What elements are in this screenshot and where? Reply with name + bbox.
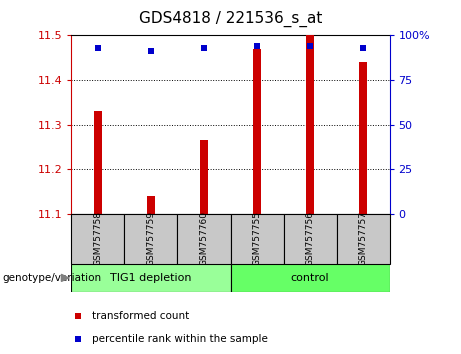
Text: transformed count: transformed count [92, 311, 189, 321]
Bar [147, 196, 155, 214]
Text: GSM757760: GSM757760 [200, 211, 208, 267]
Text: GSM757758: GSM757758 [94, 211, 102, 267]
Bar [359, 62, 367, 214]
Bar [124, 214, 177, 264]
Bar [284, 214, 337, 264]
Text: GSM757757: GSM757757 [359, 211, 367, 267]
Text: control: control [291, 273, 329, 283]
Text: genotype/variation: genotype/variation [2, 273, 101, 283]
Text: GSM757755: GSM757755 [253, 211, 261, 267]
Bar [230, 264, 390, 292]
Bar [177, 214, 230, 264]
Bar [200, 141, 208, 214]
Bar [94, 112, 102, 214]
Bar [71, 214, 124, 264]
Bar [337, 214, 390, 264]
Text: TIG1 depletion: TIG1 depletion [110, 273, 192, 283]
Text: GSM757756: GSM757756 [306, 211, 314, 267]
Bar [230, 214, 284, 264]
Bar [306, 35, 314, 214]
Text: GSM757759: GSM757759 [147, 211, 155, 267]
Bar [71, 264, 230, 292]
Text: GDS4818 / 221536_s_at: GDS4818 / 221536_s_at [139, 11, 322, 27]
Bar [253, 49, 261, 214]
Text: percentile rank within the sample: percentile rank within the sample [92, 333, 268, 343]
